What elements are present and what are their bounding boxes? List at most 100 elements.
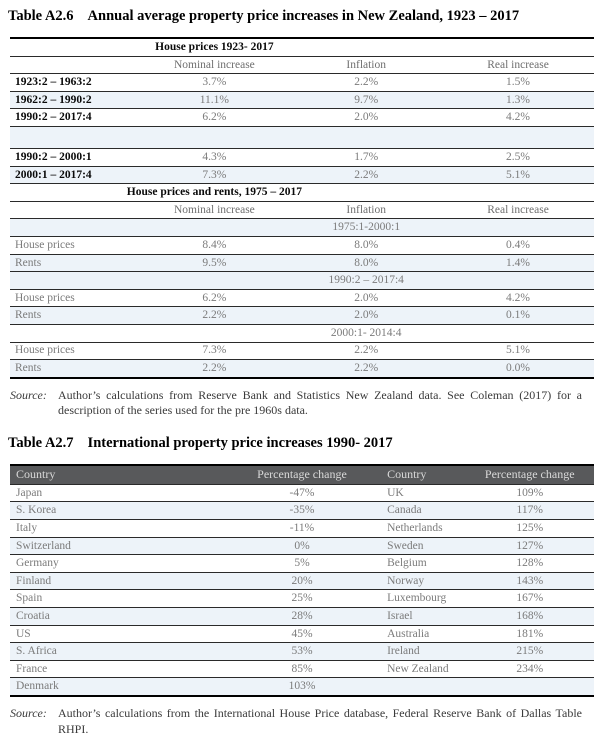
table-row: Rents 9.5% 8.0% 1.4% (10, 254, 594, 273)
table-row: Switzerland 0% Sweden 127% (10, 537, 594, 556)
cell: 2000:1- 2014:4 (290, 327, 442, 340)
value-cell: 168% (516, 610, 544, 622)
value-cell: 1.7% (354, 150, 379, 163)
table-a27-title-label: Table A2.7 (8, 434, 74, 451)
country-cell: Croatia (16, 610, 50, 622)
period-header-row: 2000:1- 2014:4 (10, 325, 594, 343)
value-cell: 5% (294, 557, 310, 570)
period-label: 1975:1-2000:1 (332, 221, 401, 234)
section-title: House prices and rents, 1975 – 2017 (126, 186, 302, 199)
table-row: 1962:2 – 1990:2 11.1% 9.7% 1.3% (10, 91, 594, 110)
section-header-row: House prices and rents, 1975 – 2017 (10, 184, 594, 202)
country-cell: Sweden (387, 539, 424, 552)
value-cell: 167% (516, 592, 544, 605)
value-cell: 25% (291, 592, 313, 605)
column-header: Nominal increase (173, 58, 255, 71)
country-cell: UK (387, 486, 404, 499)
value-cell: 4.3% (202, 150, 227, 163)
table-row: House prices 6.2% 2.0% 4.2% (10, 290, 594, 308)
source-label: Source: (10, 387, 47, 402)
value-cell: 2.0% (354, 291, 379, 304)
table-row: Spain 25% Luxembourg 167% (10, 590, 594, 609)
value-cell: 28% (291, 610, 313, 622)
value-cell: 127% (516, 539, 544, 552)
country-cell: Japan (16, 486, 43, 499)
table-a27-source: Source: Author’s calculations from the I… (10, 706, 594, 737)
column-header: Percentage change (257, 467, 347, 482)
value-cell: 2.5% (506, 150, 531, 163)
table-a27-body: Country Percentage change Country Percentag… (10, 465, 594, 695)
table-a26-title-text: Annual average property price increases … (87, 8, 520, 24)
value-cell: 2.0% (354, 309, 379, 322)
country-cell: Israel (387, 610, 413, 622)
column-header: Country (387, 467, 427, 482)
country-cell: Australia (387, 627, 430, 640)
table-row: 1990:2 – 2017:4 6.2% 2.0% 4.2% (10, 109, 594, 127)
row-label: Rents (15, 256, 42, 269)
value-cell: 8.4% (202, 238, 227, 251)
value-cell: 7.3% (202, 344, 227, 357)
source-label: Source: (10, 706, 47, 720)
row-label: 1990:2 – 2017:4 (15, 111, 92, 124)
value-cell: 3.7% (202, 76, 227, 89)
cell: 1990:2 – 2017:4 (290, 274, 442, 287)
table-row: 2000:1 – 2017:4 7.3% 2.2% 5.1% (10, 166, 594, 185)
value-cell: 1.5% (506, 76, 531, 89)
column-header: Country (16, 467, 56, 482)
value-cell: 181% (516, 627, 544, 640)
country-cell: Switzerland (16, 539, 71, 552)
country-cell: S. Korea (16, 504, 57, 517)
table-a26-body: House prices 1923- 2017 Nominal increase I… (10, 39, 594, 377)
table-row: Rents 2.2% 2.0% 0.1% (10, 307, 594, 325)
table-row: US 45% Australia 181% (10, 626, 594, 644)
section-header-row: House prices 1923- 2017 (10, 39, 594, 57)
table-row: House prices 8.4% 8.0% 0.4% (10, 237, 594, 255)
country-cell: Italy (16, 522, 38, 535)
table-row: France 85% New Zealand 234% (10, 661, 594, 679)
value-cell: 0.1% (506, 309, 531, 322)
column-header: Percentage change (484, 467, 575, 482)
cell: House prices 1923- 2017 (138, 41, 290, 54)
value-cell: 4.2% (506, 291, 531, 304)
source-text: Author’s calculations from Reserve Bank … (58, 387, 582, 418)
period-header-row: 1990:2 – 2017:4 (10, 272, 594, 290)
country-cell: US (16, 627, 31, 640)
value-cell: 117% (516, 504, 543, 517)
value-cell: 0% (294, 539, 310, 552)
period-label: 1990:2 – 2017:4 (328, 274, 404, 287)
value-cell: 125% (516, 522, 544, 535)
row-label: Rents (15, 362, 42, 375)
table-a26-title-label: Table A2.6 (8, 8, 74, 24)
country-cell: Luxembourg (387, 592, 447, 605)
table-row: S. Africa 53% Ireland 215% (10, 643, 594, 661)
value-cell: 8.0% (354, 238, 379, 251)
column-header: Real increase (487, 58, 549, 71)
table-row: Denmark 103% (10, 678, 594, 695)
value-cell: 2.2% (354, 168, 379, 181)
column-header-row: Nominal increase Inflation Real increase (10, 57, 594, 75)
column-header: Inflation (346, 58, 387, 71)
cell: 1975:1-2000:1 (290, 221, 442, 234)
value-cell: 85% (291, 662, 313, 675)
table-a27-title-text: International property price increases 1… (87, 434, 393, 451)
country-cell: France (16, 662, 48, 675)
value-cell: 53% (291, 645, 313, 658)
country-cell: Denmark (16, 680, 59, 693)
column-header-row: Country Percentage change Country Percentag… (10, 465, 594, 485)
table-row: Finland 20% Norway 143% (10, 572, 594, 591)
source-text: Author’s calculations from the Internati… (58, 706, 582, 736)
value-cell: 103% (288, 680, 316, 693)
value-cell: 6.2% (202, 291, 227, 304)
table-a26-title: Table A2.6 Annual average property price … (8, 8, 594, 25)
period-label: 2000:1- 2014:4 (330, 326, 402, 339)
value-cell: 2.0% (354, 111, 379, 124)
value-cell: 2.2% (354, 344, 379, 357)
table-a26-source: Source: Author’s calculations from Reser… (10, 388, 594, 419)
table-a26: House prices 1923- 2017 Nominal increase I… (10, 37, 594, 379)
country-cell: Belgium (387, 557, 427, 570)
country-cell: Finland (16, 574, 52, 587)
value-cell: 6.2% (202, 111, 227, 124)
value-cell: -11% (289, 522, 315, 535)
period-header-row: 1975:1-2000:1 (10, 219, 594, 237)
column-header-row: Nominal increase Inflation Real increase (10, 202, 594, 220)
